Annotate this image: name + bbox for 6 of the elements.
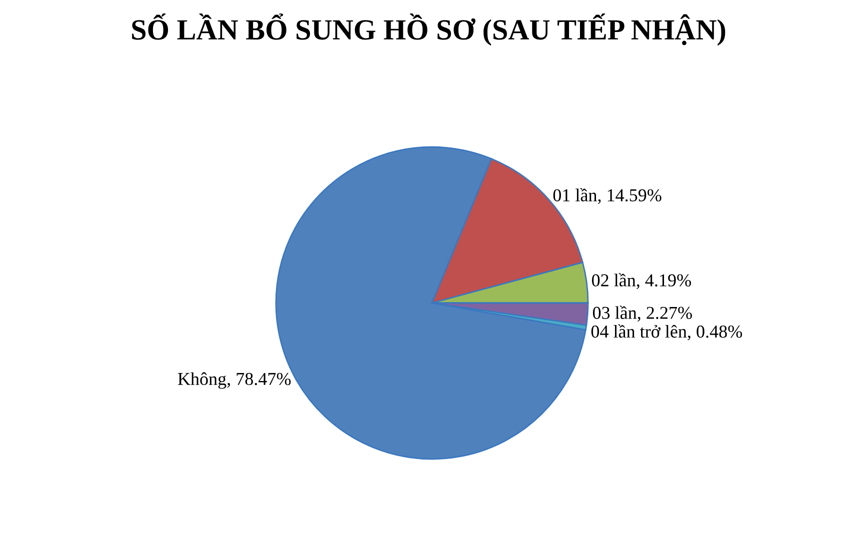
chart-title: SỐ LẦN BỔ SUNG HỒ SƠ (SAU TIẾP NHẬN) <box>132 14 726 46</box>
slice-label: 04 lần trở lên, 0.48% <box>591 324 742 340</box>
slice-label: Không, 78.47% <box>178 372 291 389</box>
slice-label: 01 lần, 14.59% <box>553 188 662 204</box>
slice-label: 03 lần, 2.27% <box>592 306 692 322</box>
slice-label: 02 lần, 4.19% <box>592 273 691 290</box>
